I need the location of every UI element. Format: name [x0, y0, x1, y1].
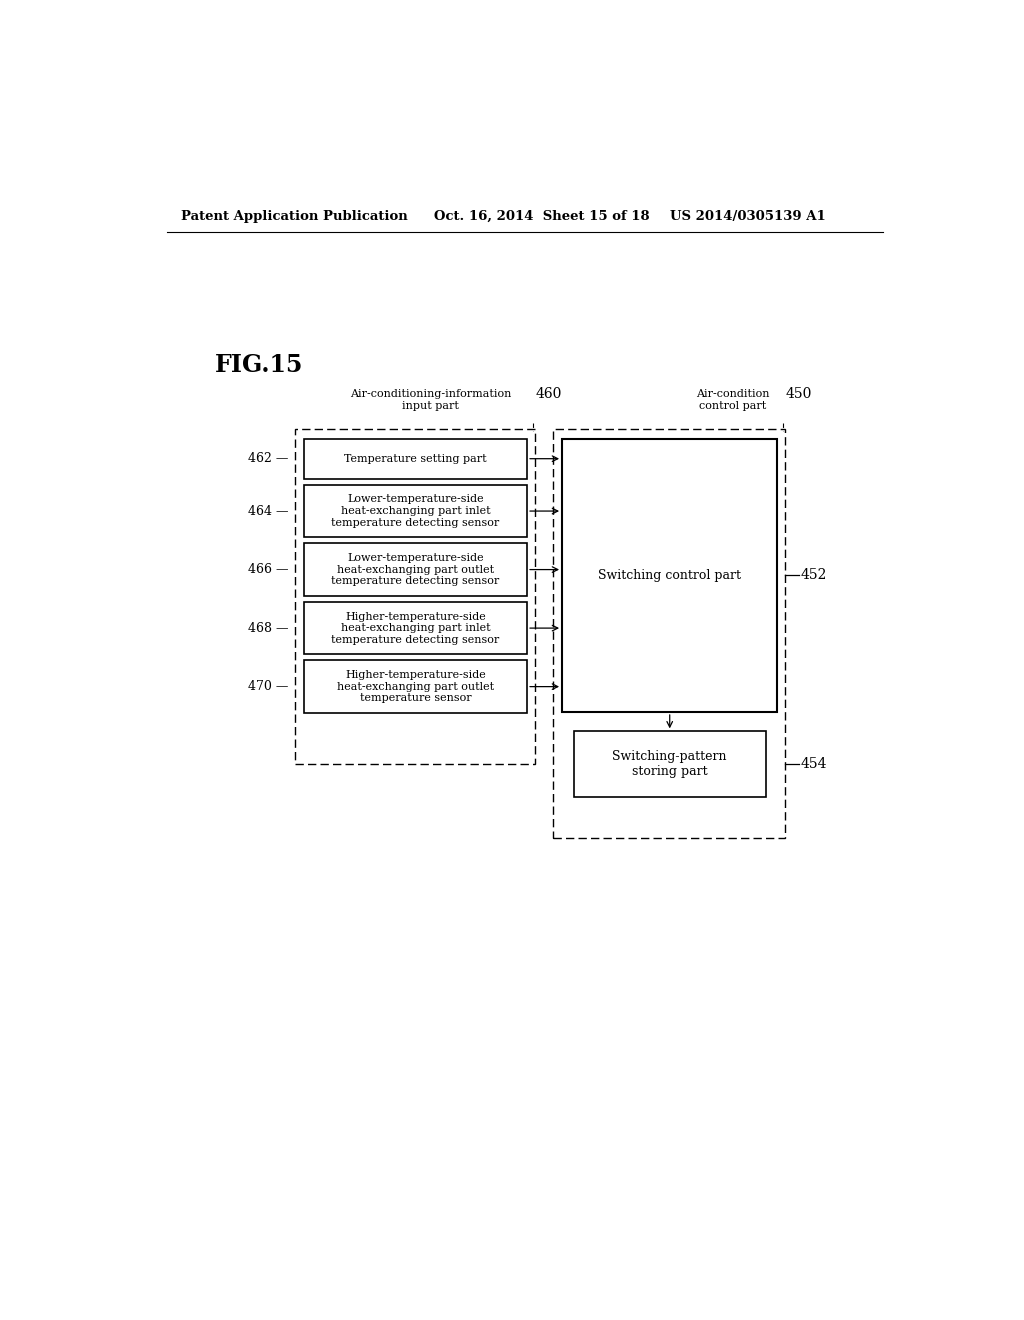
Text: 450: 450: [786, 387, 812, 401]
Text: Switching control part: Switching control part: [598, 569, 741, 582]
Text: Higher-temperature-side
heat-exchanging part outlet
temperature sensor: Higher-temperature-side heat-exchanging …: [337, 671, 495, 704]
Text: US 2014/0305139 A1: US 2014/0305139 A1: [671, 210, 826, 223]
Text: 452: 452: [801, 569, 827, 582]
Bar: [304, 602, 527, 655]
Bar: [304, 660, 527, 713]
Text: Lower-temperature-side
heat-exchanging part outlet
temperature detecting sensor: Lower-temperature-side heat-exchanging p…: [332, 553, 500, 586]
Text: Patent Application Publication: Patent Application Publication: [180, 210, 408, 223]
Text: 468 —: 468 —: [248, 622, 289, 635]
Text: Air-conditioning-information
input part: Air-conditioning-information input part: [350, 389, 512, 411]
Text: 460: 460: [536, 387, 562, 401]
Bar: [304, 544, 527, 595]
Text: Higher-temperature-side
heat-exchanging part inlet
temperature detecting sensor: Higher-temperature-side heat-exchanging …: [332, 611, 500, 644]
Text: Oct. 16, 2014  Sheet 15 of 18: Oct. 16, 2014 Sheet 15 of 18: [434, 210, 650, 223]
Text: 464 —: 464 —: [248, 504, 289, 517]
Text: Switching-pattern
storing part: Switching-pattern storing part: [612, 750, 727, 777]
Text: Temperature setting part: Temperature setting part: [344, 454, 486, 463]
Bar: [304, 484, 527, 537]
Text: 466 —: 466 —: [248, 564, 289, 576]
Text: 454: 454: [801, 756, 827, 771]
Text: 462 —: 462 —: [248, 453, 289, 465]
Bar: [553, 429, 785, 838]
Bar: [562, 438, 777, 711]
Bar: [573, 731, 766, 797]
Bar: [304, 438, 527, 479]
Bar: [295, 429, 535, 764]
Text: 470 —: 470 —: [248, 680, 289, 693]
Text: Air-condition
control part: Air-condition control part: [696, 389, 770, 411]
Text: Lower-temperature-side
heat-exchanging part inlet
temperature detecting sensor: Lower-temperature-side heat-exchanging p…: [332, 495, 500, 528]
Text: FIG.15: FIG.15: [215, 352, 303, 376]
